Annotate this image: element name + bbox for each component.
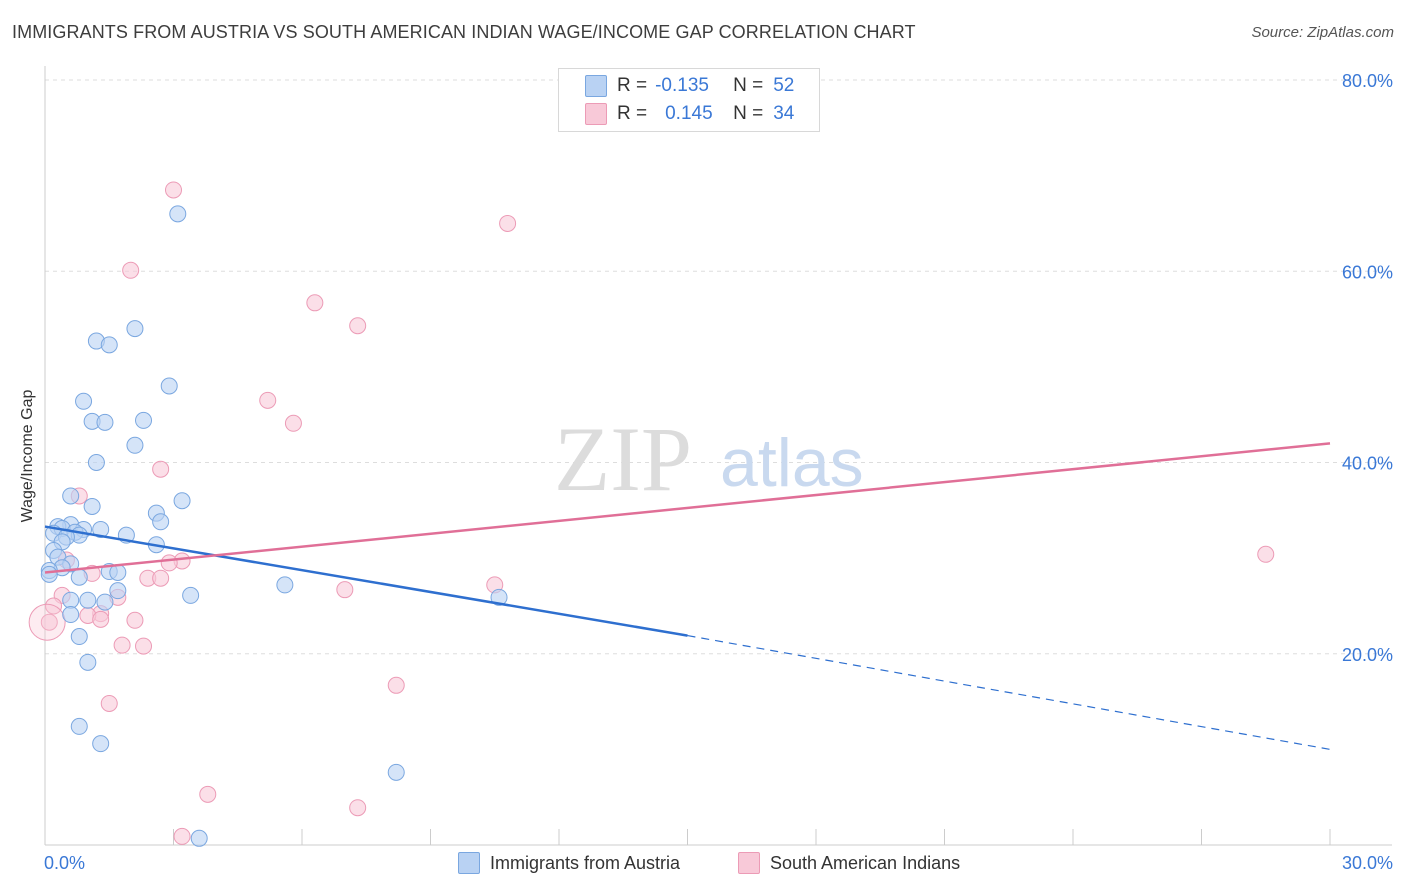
trend-lines xyxy=(44,442,1331,750)
austria-swatch xyxy=(585,75,607,97)
sai-swatch xyxy=(585,103,607,125)
sai-point xyxy=(113,636,131,654)
r-label: R = xyxy=(617,103,648,124)
austria-point xyxy=(126,436,144,454)
austria-point xyxy=(276,576,294,594)
y-tick-label: 80.0% xyxy=(1342,71,1393,91)
sai-point xyxy=(1257,545,1275,563)
sai-point xyxy=(336,581,354,599)
austria-point xyxy=(83,497,101,515)
austria-point xyxy=(40,565,58,583)
y-tick-label: 40.0% xyxy=(1342,454,1393,474)
stats-legend: R = -0.135 N = 52 R = 0.145 N = 34 xyxy=(558,68,820,132)
sai-point xyxy=(40,613,58,631)
sai-point xyxy=(100,694,118,712)
austria-point xyxy=(490,588,508,606)
austria-trend-extension xyxy=(687,634,1331,750)
austria-point xyxy=(173,492,191,510)
sai-point xyxy=(259,391,277,409)
watermark: ZIP atlas xyxy=(554,408,864,510)
legend-item-sai: South American Indians xyxy=(738,852,960,874)
legend-row-austria: R = -0.135 N = 52 xyxy=(585,73,794,99)
austria-point xyxy=(169,205,187,223)
sai-point xyxy=(45,597,63,615)
austria-point xyxy=(70,568,88,586)
austria-point xyxy=(70,717,88,735)
austria-point xyxy=(70,628,88,646)
sai-point xyxy=(122,261,140,279)
sai-point xyxy=(349,799,367,817)
x-tick-label: 0.0% xyxy=(44,853,85,873)
sai-point-cluster xyxy=(28,603,66,641)
austria-point xyxy=(62,606,80,624)
tick-labels: 20.0% 40.0% 60.0% 80.0% 0.0% 30.0% xyxy=(44,71,1393,873)
n-label: N = xyxy=(733,75,764,96)
austria-point xyxy=(109,582,127,600)
y-tick-label: 60.0% xyxy=(1342,262,1393,282)
sai-point xyxy=(499,214,517,232)
austria-point xyxy=(62,591,80,609)
austria-point xyxy=(126,320,144,338)
austria-point xyxy=(160,377,178,395)
source-credit: Source: ZipAtlas.com xyxy=(1251,24,1394,41)
sai-legend-label: South American Indians xyxy=(770,852,961,873)
r-label: R = xyxy=(617,75,648,96)
austria-point xyxy=(152,513,170,531)
austria-legend-swatch xyxy=(458,852,480,874)
austria-point xyxy=(190,829,208,847)
austria-point xyxy=(75,392,93,410)
sai-point xyxy=(92,610,110,628)
austria-point xyxy=(135,411,153,429)
austria-point xyxy=(100,336,118,354)
austria-point xyxy=(79,591,97,609)
legend-item-austria: Immigrants from Austria xyxy=(458,852,680,874)
series-legend: Immigrants from Austria South American I… xyxy=(0,852,1406,878)
austria-n-value: 52 xyxy=(773,75,795,96)
sai-legend-swatch xyxy=(738,852,760,874)
sai-point xyxy=(165,181,182,199)
austria-point xyxy=(182,586,200,604)
austria-point xyxy=(79,653,97,671)
sai-n-value: 34 xyxy=(773,103,795,124)
austria-r-value: -0.135 xyxy=(655,75,709,96)
grid xyxy=(45,79,1392,655)
n-label: N = xyxy=(733,103,764,124)
watermark-zip: ZIP xyxy=(554,408,692,510)
sai-point xyxy=(284,414,302,432)
watermark-atlas: atlas xyxy=(720,425,864,501)
sai-point xyxy=(306,294,324,312)
sai-r-value: 0.145 xyxy=(665,103,713,124)
sai-point xyxy=(160,554,178,572)
sai-point xyxy=(387,676,405,694)
chart-title: IMMIGRANTS FROM AUSTRIA VS SOUTH AMERICA… xyxy=(12,22,916,42)
austria-point xyxy=(96,593,114,611)
sai-point xyxy=(152,460,170,478)
sai-point xyxy=(199,785,217,803)
austria-trend-line xyxy=(44,525,688,637)
axes xyxy=(44,66,1392,846)
sai-point xyxy=(349,317,367,335)
pink-points xyxy=(28,181,1275,845)
austria-legend-label: Immigrants from Austria xyxy=(490,852,681,873)
legend-row-sai: R = 0.145 N = 34 xyxy=(585,101,794,127)
austria-point xyxy=(62,487,80,505)
austria-point xyxy=(87,454,105,471)
sai-point xyxy=(173,827,191,845)
y-tick-label: 20.0% xyxy=(1342,645,1393,665)
austria-point xyxy=(387,763,405,781)
blue-points xyxy=(40,205,508,847)
sai-point xyxy=(135,637,153,655)
sai-trend-line xyxy=(44,442,1331,574)
x-tick-label: 30.0% xyxy=(1342,853,1393,873)
austria-point xyxy=(96,413,114,431)
austria-point xyxy=(92,735,110,753)
austria-point xyxy=(92,520,110,538)
sai-point xyxy=(152,569,170,587)
sai-point xyxy=(126,611,144,629)
